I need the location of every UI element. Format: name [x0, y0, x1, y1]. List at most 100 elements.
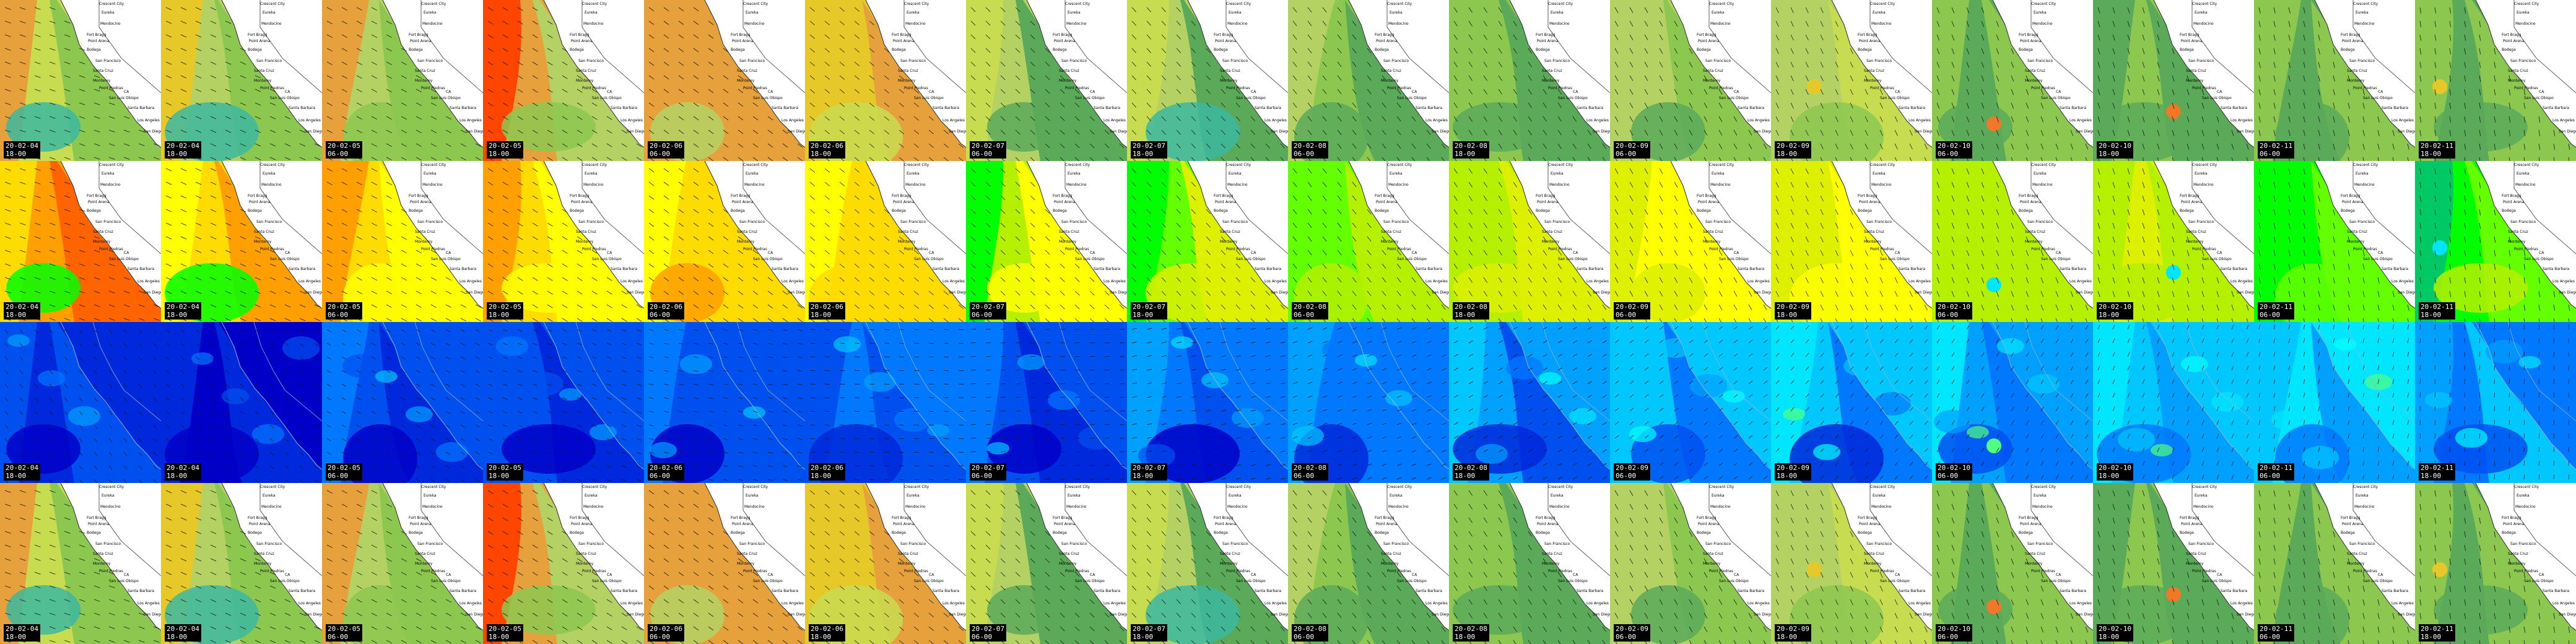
forecast-map-tile[interactable]: Crescent City Eureka Mendocino Fort Bragg Po…: [2254, 0, 2415, 161]
direction-arrow: [1629, 209, 1634, 215]
direction-arrow: [1352, 48, 1357, 54]
direction-arrow: [547, 102, 553, 107]
forecast-map-tile[interactable]: 20-02-04 18-00: [161, 322, 322, 483]
timestamp-label: 20-02-05 06-00: [326, 463, 362, 481]
forecast-map-tile[interactable]: Crescent City Eureka Mendocino Fort Bragg Po…: [2093, 0, 2254, 161]
forecast-map-tile[interactable]: Crescent City Eureka Mendocino Fort Bragg Po…: [1288, 161, 1449, 322]
direction-arrow: [445, 116, 451, 120]
place-label: Bodega: [731, 48, 745, 52]
direction-arrow: [1775, 7, 1779, 14]
forecast-map-tile[interactable]: 20-02-07 06-00: [966, 322, 1127, 483]
forecast-map-tile[interactable]: Crescent City Eureka Mendocino Fort Bragg Po…: [644, 161, 805, 322]
direction-arrow: [19, 168, 26, 171]
direction-arrow: [1119, 451, 1125, 453]
direction-arrow: [1074, 263, 1080, 269]
place-label: Santa Cruz: [1220, 69, 1240, 73]
direction-arrow: [1074, 451, 1081, 453]
direction-arrow: [767, 318, 773, 322]
forecast-map-tile[interactable]: Crescent City Eureka Mendocino Fort Bragg Po…: [2415, 161, 2576, 322]
direction-arrow: [2258, 116, 2261, 123]
direction-arrow: [928, 116, 934, 121]
direction-arrow: [502, 250, 508, 254]
direction-arrow: [839, 263, 845, 268]
direction-arrow: [19, 370, 24, 375]
forecast-map-tile[interactable]: Crescent City Eureka Mendocino Fort Bragg Po…: [0, 0, 161, 161]
direction-arrow: [1674, 236, 1678, 242]
forecast-map-tile[interactable]: Crescent City Eureka Mendocino Fort Bragg Po…: [1610, 161, 1771, 322]
forecast-map-tile[interactable]: Crescent City Eureka Mendocino Fort Bragg Po…: [322, 161, 483, 322]
direction-arrow: [562, 222, 568, 227]
place-label: San Diego: [627, 129, 644, 134]
field-band-offshore: [322, 0, 369, 161]
direction-arrow: [2362, 89, 2365, 95]
forecast-map-tile[interactable]: 20-02-07 18-00: [1127, 322, 1288, 483]
direction-arrow: [1513, 102, 1517, 108]
forecast-map-tile[interactable]: Crescent City Eureka Mendocino Fort Bragg Po…: [161, 0, 322, 161]
direction-arrow: [1000, 277, 1006, 282]
direction-arrow: [79, 250, 85, 253]
direction-arrow: [2288, 250, 2291, 256]
forecast-map-tile[interactable]: Crescent City Eureka Mendocino Fort Bragg Po…: [1127, 161, 1288, 322]
direction-arrow: [108, 143, 115, 146]
forecast-map-tile[interactable]: Crescent City Eureka Mendocino Fort Bragg Po…: [966, 0, 1127, 161]
direction-arrow: [1030, 342, 1036, 344]
forecast-map-tile[interactable]: Crescent City Eureka Mendocino Fort Bragg Po…: [805, 161, 966, 322]
direction-arrow: [1572, 277, 1577, 283]
forecast-map-tile[interactable]: Crescent City Eureka Mendocino Fort Bragg Po…: [644, 0, 805, 161]
forecast-map-tile[interactable]: 20-02-04 18-00: [0, 322, 161, 483]
direction-arrow: [1411, 341, 1417, 344]
direction-arrow: [636, 479, 642, 482]
place-label: Monterey: [898, 240, 916, 244]
forecast-map-tile[interactable]: Crescent City Eureka Mendocino Fort Bragg Po…: [2415, 0, 2576, 161]
forecast-map-tile[interactable]: Crescent City Eureka Mendocino Fort Bragg Po…: [161, 161, 322, 322]
forecast-map-tile[interactable]: Crescent City Eureka Mendocino Fort Bragg Po…: [1932, 161, 2093, 322]
direction-arrow: [562, 383, 567, 386]
forecast-map-tile[interactable]: 20-02-05 18-00: [483, 322, 644, 483]
forecast-map-tile[interactable]: 20-02-06 18-00: [805, 322, 966, 483]
direction-arrow: [1131, 236, 1136, 242]
place-label: Bodega: [2502, 209, 2516, 213]
direction-arrow: [678, 424, 684, 427]
forecast-map-tile[interactable]: 20-02-05 06-00: [322, 322, 483, 483]
forecast-map-tile[interactable]: 20-02-06 06-00: [644, 322, 805, 483]
direction-arrow: [1104, 465, 1110, 466]
forecast-map-tile[interactable]: Crescent City Eureka Mendocino Fort Bragg Po…: [0, 161, 161, 322]
direction-arrow: [269, 129, 276, 133]
direction-arrow: [269, 424, 274, 429]
forecast-map-tile[interactable]: Crescent City Eureka Mendocino Fort Bragg Po…: [1127, 0, 1288, 161]
direction-arrow: [356, 89, 362, 93]
forecast-map-tile[interactable]: Crescent City Eureka Mendocino Fort Bragg Po…: [1932, 0, 2093, 161]
direction-arrow: [1161, 236, 1166, 242]
direction-arrow: [299, 290, 306, 294]
direction-arrow: [1030, 222, 1035, 228]
direction-arrow: [1030, 383, 1036, 385]
forecast-map-tile[interactable]: Crescent City Eureka Mendocino Fort Bragg Po…: [1449, 161, 1610, 322]
direction-arrow: [1528, 157, 1531, 161]
direction-arrow: [475, 479, 481, 482]
forecast-map-tile[interactable]: Crescent City Eureka Mendocino Fort Bragg Po…: [483, 161, 644, 322]
forecast-map-tile[interactable]: Crescent City Eureka Mendocino Fort Bragg Po…: [1449, 0, 1610, 161]
direction-arrow: [341, 181, 347, 186]
forecast-map-tile[interactable]: Crescent City Eureka Mendocino Fort Bragg Po…: [483, 0, 644, 161]
forecast-map-tile[interactable]: Crescent City Eureka Mendocino Fort Bragg Po…: [322, 0, 483, 161]
forecast-map-tile[interactable]: Crescent City Eureka Mendocino Fort Bragg Po…: [1771, 161, 1932, 322]
forecast-map-tile[interactable]: 20-02-08 06-00: [1288, 322, 1449, 483]
forecast-map-tile[interactable]: Crescent City Eureka Mendocino Fort Bragg Po…: [1771, 0, 1932, 161]
place-label: Bodega: [2502, 48, 2516, 52]
direction-arrow: [1996, 116, 1999, 123]
direction-arrow: [532, 61, 538, 66]
direction-arrow: [2026, 250, 2029, 256]
forecast-map-tile[interactable]: Crescent City Eureka Mendocino Fort Bragg Po…: [805, 0, 966, 161]
forecast-map-tile[interactable]: Crescent City Eureka Mendocino Fort Bragg Po…: [2254, 161, 2415, 322]
direction-arrow: [708, 236, 714, 241]
direction-arrow: [1235, 89, 1240, 94]
direction-arrow: [1805, 75, 1809, 82]
direction-arrow: [708, 129, 714, 134]
forecast-map-tile[interactable]: Crescent City Eureka Mendocino Fort Bragg Po…: [2093, 161, 2254, 322]
forecast-map-tile[interactable]: Crescent City Eureka Mendocino Fort Bragg Po…: [966, 161, 1127, 322]
direction-arrow: [2434, 209, 2437, 215]
direction-arrow: [970, 342, 977, 344]
forecast-map-tile[interactable]: Crescent City Eureka Mendocino Fort Bragg Po…: [1288, 0, 1449, 161]
forecast-map-tile[interactable]: Crescent City Eureka Mendocino Fort Bragg Po…: [1610, 0, 1771, 161]
coastline: [704, 322, 805, 470]
